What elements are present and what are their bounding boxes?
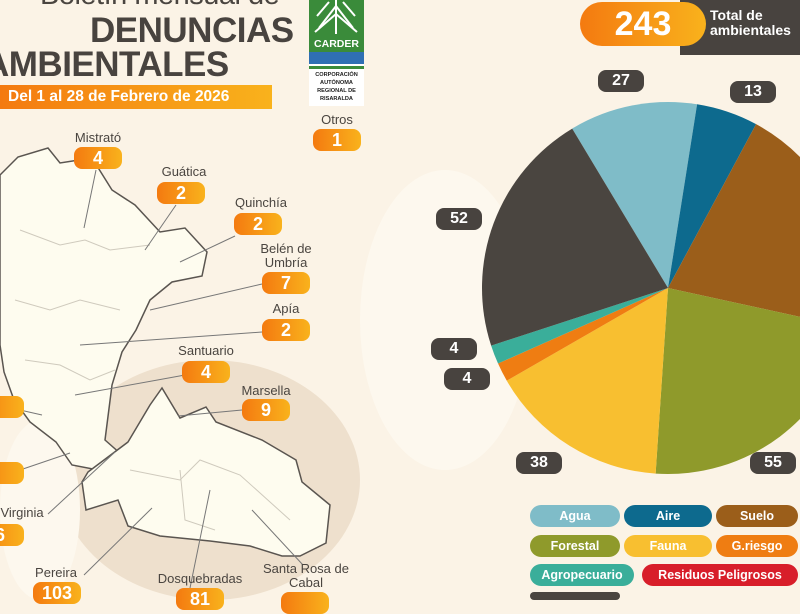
municipality-label: Guática — [161, 164, 207, 179]
pie-label-forestal: 55 — [750, 452, 796, 474]
municipality-count: 4 — [74, 147, 122, 169]
total-label-line1: Total de — [710, 7, 763, 23]
pie-slice-aire — [668, 104, 757, 288]
pie-label-aire: 13 — [730, 81, 776, 103]
municipality-label: Virginia — [0, 505, 44, 520]
map-south-region — [81, 386, 331, 557]
pie-slice-agropecuario — [491, 288, 668, 364]
legend-aire: Aire — [624, 505, 712, 527]
municipality-label: Mistrató — [74, 130, 122, 145]
pie-slice-suelo — [668, 124, 800, 317]
municipality-label: Belén de Umbría — [260, 241, 312, 270]
municipality-count: 9 — [242, 399, 290, 421]
risaralda-map — [0, 147, 331, 589]
logo-name: CARDER — [314, 38, 359, 50]
legend-griesgo: G.riesgo — [716, 535, 798, 557]
pie-label-fauna: 38 — [516, 452, 562, 474]
bulletin-title: Boletín mensual de — [40, 0, 280, 10]
municipality-count: 2 — [262, 319, 310, 341]
municipality-label: Quinchía — [234, 195, 288, 210]
title-denuncias: DENUNCIAS — [90, 11, 294, 50]
municipality-count — [0, 462, 24, 484]
pie-slice-other — [482, 128, 668, 346]
pie-slice-fauna — [506, 288, 668, 474]
pie-slice-agua — [572, 102, 698, 289]
legend-agropecuario: Agropecuario — [530, 564, 634, 586]
logo-subtitle: CORPORACIÓN AUTÓNOMA REGIONAL DE RISARALDA — [315, 72, 358, 102]
municipality-count: 103 — [33, 582, 81, 604]
municipality-count — [0, 396, 24, 418]
pie-chart — [482, 102, 800, 474]
legend-residuos-peligrosos: Residuos Peligrosos — [642, 564, 798, 586]
municipality-label: Pereira — [35, 565, 77, 580]
municipality-label: Apía — [272, 301, 300, 316]
legend-suelo: Suelo — [716, 505, 798, 527]
pie-label-dark: 52 — [436, 208, 482, 230]
title-ambientales: AMBIENTALES — [0, 45, 229, 84]
legend-forestal: Forestal — [530, 535, 620, 557]
municipality-count: 6 — [0, 524, 24, 546]
legend-fauna: Fauna — [624, 535, 712, 557]
total-count: 243 — [580, 2, 706, 46]
municipality-label: Dosquebradas — [157, 571, 243, 586]
municipality-count: 2 — [157, 182, 205, 204]
municipality-label: Otros — [321, 112, 353, 127]
pie-slice-forestal — [655, 288, 800, 474]
municipality-count: 4 — [182, 361, 230, 383]
legend-agua: Agua — [530, 505, 620, 527]
municipality-count: 1 — [313, 129, 361, 151]
pie-label-agua: 27 — [598, 70, 644, 92]
pie-label-agropecuario: 4 — [431, 338, 477, 360]
municipality-label: Santa Rosa de Cabal — [262, 561, 349, 590]
carder-logo: CARDER CORPORACIÓN AUTÓNOMA REGIONAL DE RIS… — [309, 0, 364, 106]
pie-slice-g-riesgo — [498, 288, 668, 381]
total-label-line2: ambientales — [710, 22, 791, 38]
municipality-count: 2 — [234, 213, 282, 235]
pie-label-griesgo: 4 — [444, 368, 490, 390]
municipality-label: Santuario — [178, 343, 234, 358]
municipality-label: Marsella — [241, 383, 291, 398]
date-range-bar: Del 1 al 28 de Febrero de 2026 — [0, 85, 272, 109]
leader-lines — [19, 169, 304, 589]
municipality-count: 7 — [262, 272, 310, 294]
legend-dark — [530, 592, 620, 600]
